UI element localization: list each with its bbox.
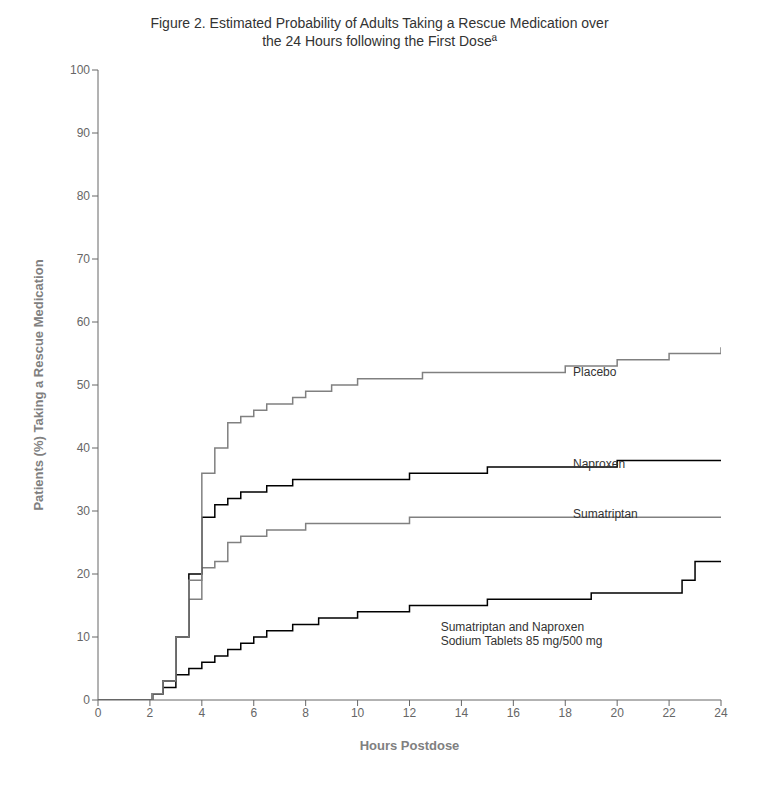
svg-text:10: 10 xyxy=(351,706,365,720)
svg-text:10: 10 xyxy=(77,630,91,644)
svg-text:70: 70 xyxy=(77,252,91,266)
svg-text:Naproxen: Naproxen xyxy=(573,457,625,471)
svg-text:22: 22 xyxy=(662,706,676,720)
svg-text:18: 18 xyxy=(559,706,573,720)
svg-text:Placebo: Placebo xyxy=(573,365,617,379)
svg-text:Sumatriptan: Sumatriptan xyxy=(573,507,638,521)
svg-text:90: 90 xyxy=(77,126,91,140)
svg-text:14: 14 xyxy=(455,706,469,720)
svg-text:100: 100 xyxy=(70,63,90,77)
svg-text:24: 24 xyxy=(714,706,728,720)
svg-text:16: 16 xyxy=(507,706,521,720)
svg-text:Patients (%) Taking a Rescue M: Patients (%) Taking a Rescue Medication xyxy=(31,259,46,510)
html-text:Figure 2. Estimated Probabilit: Figure 2. Estimated Probability of Adult… xyxy=(150,15,609,31)
svg-text:30: 30 xyxy=(77,504,91,518)
svg-text:20: 20 xyxy=(77,567,91,581)
html-text:the 24 Hours following the Fir: the 24 Hours following the First Doseª xyxy=(262,33,497,49)
svg-text:60: 60 xyxy=(77,315,91,329)
svg-text:12: 12 xyxy=(403,706,417,720)
svg-text:8: 8 xyxy=(302,706,309,720)
svg-text:6: 6 xyxy=(250,706,257,720)
svg-text:0: 0 xyxy=(83,693,90,707)
svg-text:4: 4 xyxy=(198,706,205,720)
svg-text:Hours Postdose: Hours Postdose xyxy=(360,738,460,753)
svg-text:80: 80 xyxy=(77,189,91,203)
svg-text:0: 0 xyxy=(95,706,102,720)
svg-text:2: 2 xyxy=(147,706,154,720)
svg-text:40: 40 xyxy=(77,441,91,455)
svg-text:Sumatriptan and NaproxenSodium: Sumatriptan and NaproxenSodium Tablets 8… xyxy=(441,620,603,648)
svg-text:20: 20 xyxy=(610,706,624,720)
svg-text:50: 50 xyxy=(77,378,91,392)
